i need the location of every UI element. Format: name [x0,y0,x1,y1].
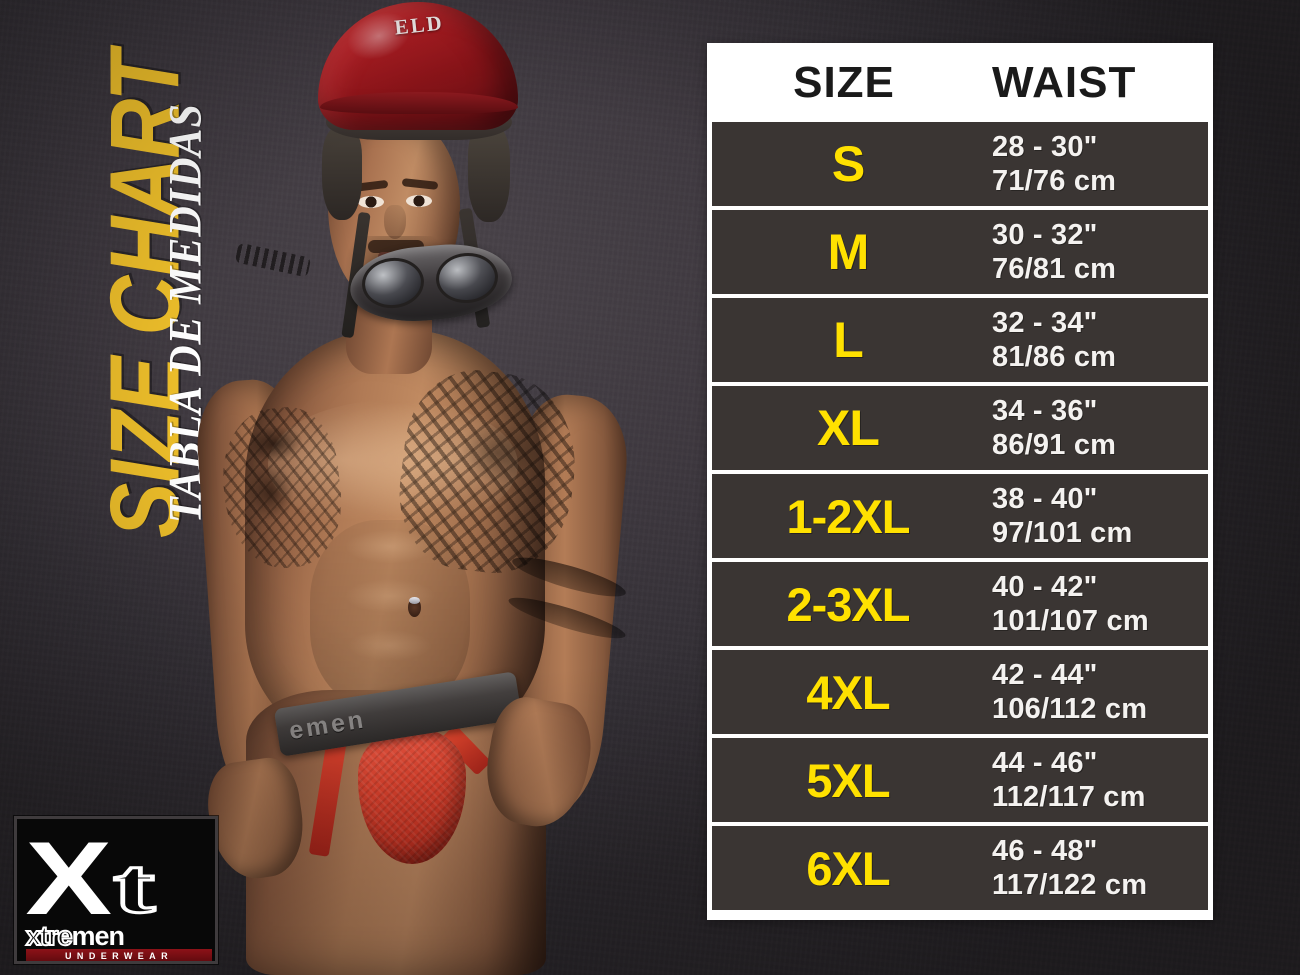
model-photo: ELD emen [150,0,720,975]
brand-tagline: UNDERWEAR [26,949,212,961]
waist-inches: 42 - 44" [992,658,1098,691]
waist-centimeters: 106/112 cm [992,693,1148,725]
cell-waist: 32 - 34" 81/86 cm [984,306,1208,374]
helmet-rim [320,92,518,114]
cell-size: 2-3XL [786,577,911,631]
xt-monogram: X t [17,821,215,931]
table-row: S 28 - 30" 71/76 cm [712,122,1208,206]
table-row: 1-2XL 38 - 40" 97/101 cm [712,474,1208,558]
waist-inches: 46 - 48" [992,834,1098,867]
cell-size: 1-2XL [786,489,911,543]
table-row: 6XL 46 - 48" 117/122 cm [712,826,1208,910]
table-row: 2-3XL 40 - 42" 101/107 cm [712,562,1208,646]
table-row: M 30 - 32" 76/81 cm [712,210,1208,294]
waist-inches: 44 - 46" [992,746,1098,779]
table-row: 4XL 42 - 44" 106/112 cm [712,650,1208,734]
waist-centimeters: 86/91 cm [992,429,1117,461]
waist-inches: 28 - 30" [992,130,1098,163]
model-right-eye [406,195,432,207]
cell-size: M [827,224,870,280]
waist-centimeters: 76/81 cm [992,253,1117,285]
helmet-ear-pad-right [468,126,510,222]
model-nose [384,205,406,239]
size-chart-table: SIZE WAIST S 28 - 30" 71/76 cm M 30 - 32" 76/… [707,43,1213,920]
brand-logo: X t xtremen UNDERWEAR [14,816,218,964]
waist-inches: 34 - 36" [992,394,1098,427]
waist-centimeters: 101/107 cm [992,605,1149,637]
brand-wordmark: xtremen [25,921,212,951]
header-waist: WAIST [992,58,1137,107]
waist-centimeters: 97/101 cm [992,517,1133,549]
waist-centimeters: 117/122 cm [992,869,1148,901]
cell-size: 4XL [806,665,890,719]
header-size: SIZE [793,58,895,107]
cell-waist: 38 - 40" 97/101 cm [984,482,1208,550]
cell-size: L [833,312,864,368]
model-abs [310,520,470,710]
jockstrap-pouch [358,728,466,864]
model-left-eye [358,196,384,208]
table-row: L 32 - 34" 81/86 cm [712,298,1208,382]
cell-waist: 44 - 46" 112/117 cm [984,746,1208,814]
cell-size: S [831,136,865,192]
monogram-t-letter: t [111,842,157,929]
cell-waist: 30 - 32" 76/81 cm [984,218,1208,286]
waist-inches: 32 - 34" [992,306,1098,339]
waist-centimeters: 71/76 cm [992,165,1117,197]
waist-centimeters: 81/86 cm [992,341,1117,373]
table-row: 5XL 44 - 46" 112/117 cm [712,738,1208,822]
cell-waist: 40 - 42" 101/107 cm [984,570,1208,638]
waist-inches: 38 - 40" [992,482,1098,515]
cell-size: XL [817,400,880,456]
navel-piercing [409,597,420,604]
cell-waist: 46 - 48" 117/122 cm [984,834,1208,902]
waist-inches: 30 - 32" [992,218,1098,251]
cell-waist: 42 - 44" 106/112 cm [984,658,1208,726]
monogram-x-letter: X [25,821,112,937]
wordmark-men: men [71,921,126,951]
cell-waist: 34 - 36" 86/91 cm [984,394,1208,462]
wordmark-xtre: xtre [25,921,74,951]
table-header-row: SIZE WAIST [712,48,1208,118]
table-row: XL 34 - 36" 86/91 cm [712,386,1208,470]
cell-size: 6XL [806,841,890,895]
waist-centimeters: 112/117 cm [992,781,1146,813]
cell-waist: 28 - 30" 71/76 cm [984,130,1208,198]
cell-size: 5XL [806,753,890,807]
helmet-ear-pad-left [322,128,362,220]
tattoo-script [234,242,312,278]
waist-inches: 40 - 42" [992,570,1098,603]
table-body: S 28 - 30" 71/76 cm M 30 - 32" 76/81 cm L 32 - … [712,122,1208,910]
